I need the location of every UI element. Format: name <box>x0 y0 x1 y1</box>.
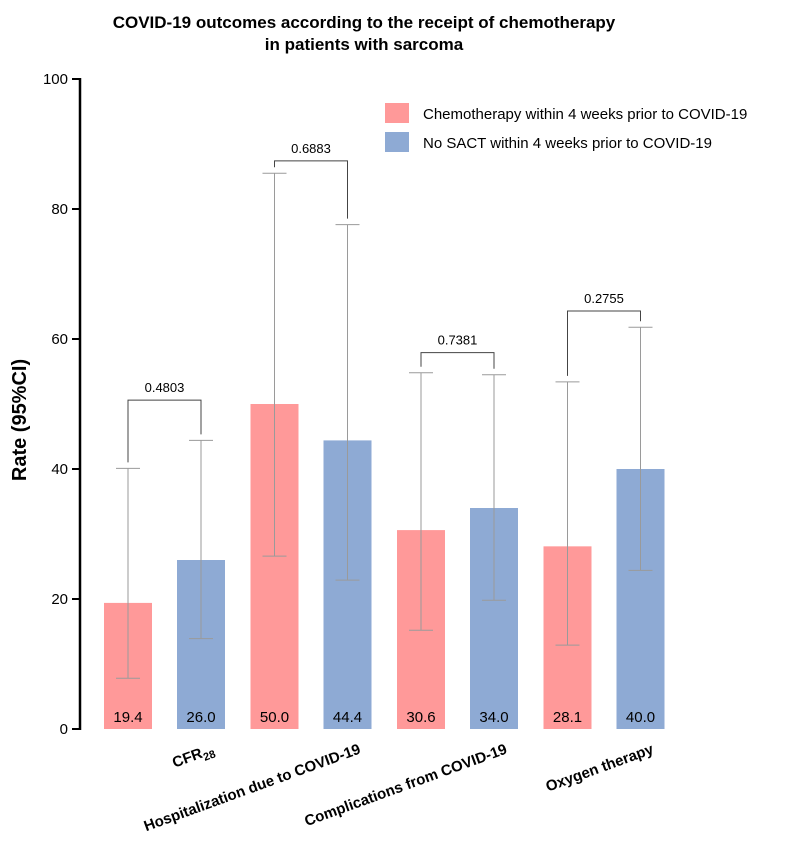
value-labels: 19.4 50.0 30.6 28.1 26.0 44.4 34.0 40.0 <box>113 709 655 726</box>
chart-title: COVID-19 outcomes according to the recei… <box>113 13 616 54</box>
p-value-label: 0.4803 <box>145 380 185 395</box>
p-value-bracket <box>127 399 202 463</box>
x-category-label-main: CFR <box>170 745 205 772</box>
legend-label-no-sact: No SACT within 4 weeks prior to COVID-19 <box>423 135 712 152</box>
p-value-label: 0.7381 <box>438 333 478 348</box>
value-label: 34.0 <box>479 709 508 726</box>
value-label: 50.0 <box>260 709 289 726</box>
legend-swatch-chemotherapy <box>385 103 409 123</box>
error-bars <box>116 172 653 679</box>
value-label: 19.4 <box>113 709 142 726</box>
legend-label-chemotherapy: Chemotherapy within 4 weeks prior to COV… <box>423 106 747 123</box>
y-tick-label: 100 <box>43 71 68 88</box>
y-tick-label: 60 <box>51 331 68 348</box>
legend-swatch-no-sact <box>385 132 409 152</box>
chart-title-line-2: in patients with sarcoma <box>265 35 464 54</box>
y-tick-label: 40 <box>51 461 68 478</box>
chart-title-line-1: COVID-19 outcomes according to the recei… <box>113 13 616 32</box>
x-category-label: CFR28 <box>170 741 217 775</box>
value-label: 28.1 <box>553 709 582 726</box>
y-axis: 0 20 40 60 80 100 <box>43 71 82 738</box>
y-axis-label: Rate (95%CI) <box>9 359 31 481</box>
p-value-bracket <box>420 352 495 369</box>
y-tick-label: 80 <box>51 201 68 218</box>
y-tick-label: 20 <box>51 591 68 608</box>
value-label: 30.6 <box>406 709 435 726</box>
p-value-label: 0.2755 <box>584 291 624 306</box>
bars <box>104 404 665 729</box>
p-value-label: 0.6883 <box>291 141 331 156</box>
y-tick-label: 0 <box>60 721 68 738</box>
value-label: 40.0 <box>626 709 655 726</box>
p-value-brackets: 0.4803 0.6883 0.7381 0.2755 <box>127 141 641 463</box>
x-category-label-main: Oxygen therapy <box>544 741 657 796</box>
value-label: 26.0 <box>186 709 215 726</box>
legend: Chemotherapy within 4 weeks prior to COV… <box>385 103 747 152</box>
x-category-label: Oxygen therapy <box>544 741 657 796</box>
p-value-bracket <box>274 160 348 219</box>
p-value-bracket <box>567 310 641 376</box>
value-label: 44.4 <box>333 709 362 726</box>
x-category-label-subscript: 28 <box>202 748 218 763</box>
